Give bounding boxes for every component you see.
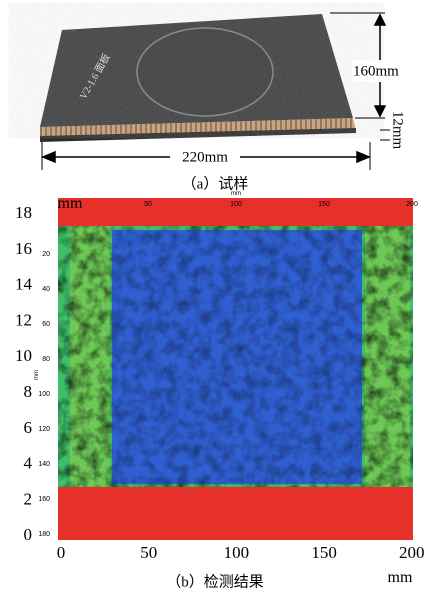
outer-x-tick-label: 100 (224, 543, 250, 562)
outer-y-unit: mm (58, 195, 83, 212)
outer-y-tick-label: 10 (15, 346, 32, 365)
scan-image (58, 198, 413, 540)
dim-thickness: 12mm (390, 111, 406, 150)
figure: V2-1.6 面板 160mm 12mm 220mm （a）试样 0501001… (0, 0, 431, 593)
outer-y-tick-label: 8 (24, 382, 33, 401)
inner-x-tick-label: 50 (144, 201, 152, 208)
outer-y-tick-label: 2 (24, 489, 33, 508)
outer-y-tick-label: 0 (24, 525, 33, 544)
inner-y-tick-label: 160 (38, 496, 50, 503)
inner-y-tick-label: 140 (38, 461, 50, 468)
outer-y-tick-label: 6 (24, 418, 33, 437)
outer-x-tick-label: 0 (57, 543, 66, 562)
outer-x-tick-label: 200 (399, 543, 425, 562)
caption-b: （b）检测结果 (166, 573, 264, 590)
outer-y-tick-label: 14 (15, 275, 33, 294)
inner-y-tick-label: 180 (38, 531, 50, 538)
inner-y-unit: mm (34, 370, 40, 380)
outer-y-tick-label: 16 (15, 239, 32, 258)
inner-y-tick-label: 60 (42, 321, 50, 328)
outer-x-unit: mm (388, 569, 413, 586)
outer-x-tick-label: 50 (140, 543, 157, 562)
dim-length: 220mm (182, 149, 228, 165)
inner-y-tick-label: 100 (38, 391, 50, 398)
outer-y-tick-label: 12 (15, 310, 32, 329)
inner-x-tick-label: 150 (318, 201, 330, 208)
inner-x-unit: mm (231, 191, 241, 197)
caption-a: （a）试样 (182, 175, 249, 192)
inner-y-tick-label: 40 (42, 286, 50, 293)
specimen-photo: V2-1.6 面板 (40, 14, 356, 142)
dim-width: 160mm (353, 63, 399, 79)
inner-y-tick-label: 80 (42, 356, 50, 363)
outer-y-tick-label: 4 (24, 454, 33, 473)
inner-y-tick-label: 20 (42, 251, 50, 258)
inner-x-tick-label: 100 (230, 201, 242, 208)
inner-y-tick-label: 120 (38, 426, 50, 433)
outer-y-tick-label: 18 (15, 203, 32, 222)
outer-x-tick-label: 150 (311, 543, 337, 562)
inner-x-tick-label: 200 (406, 201, 418, 208)
